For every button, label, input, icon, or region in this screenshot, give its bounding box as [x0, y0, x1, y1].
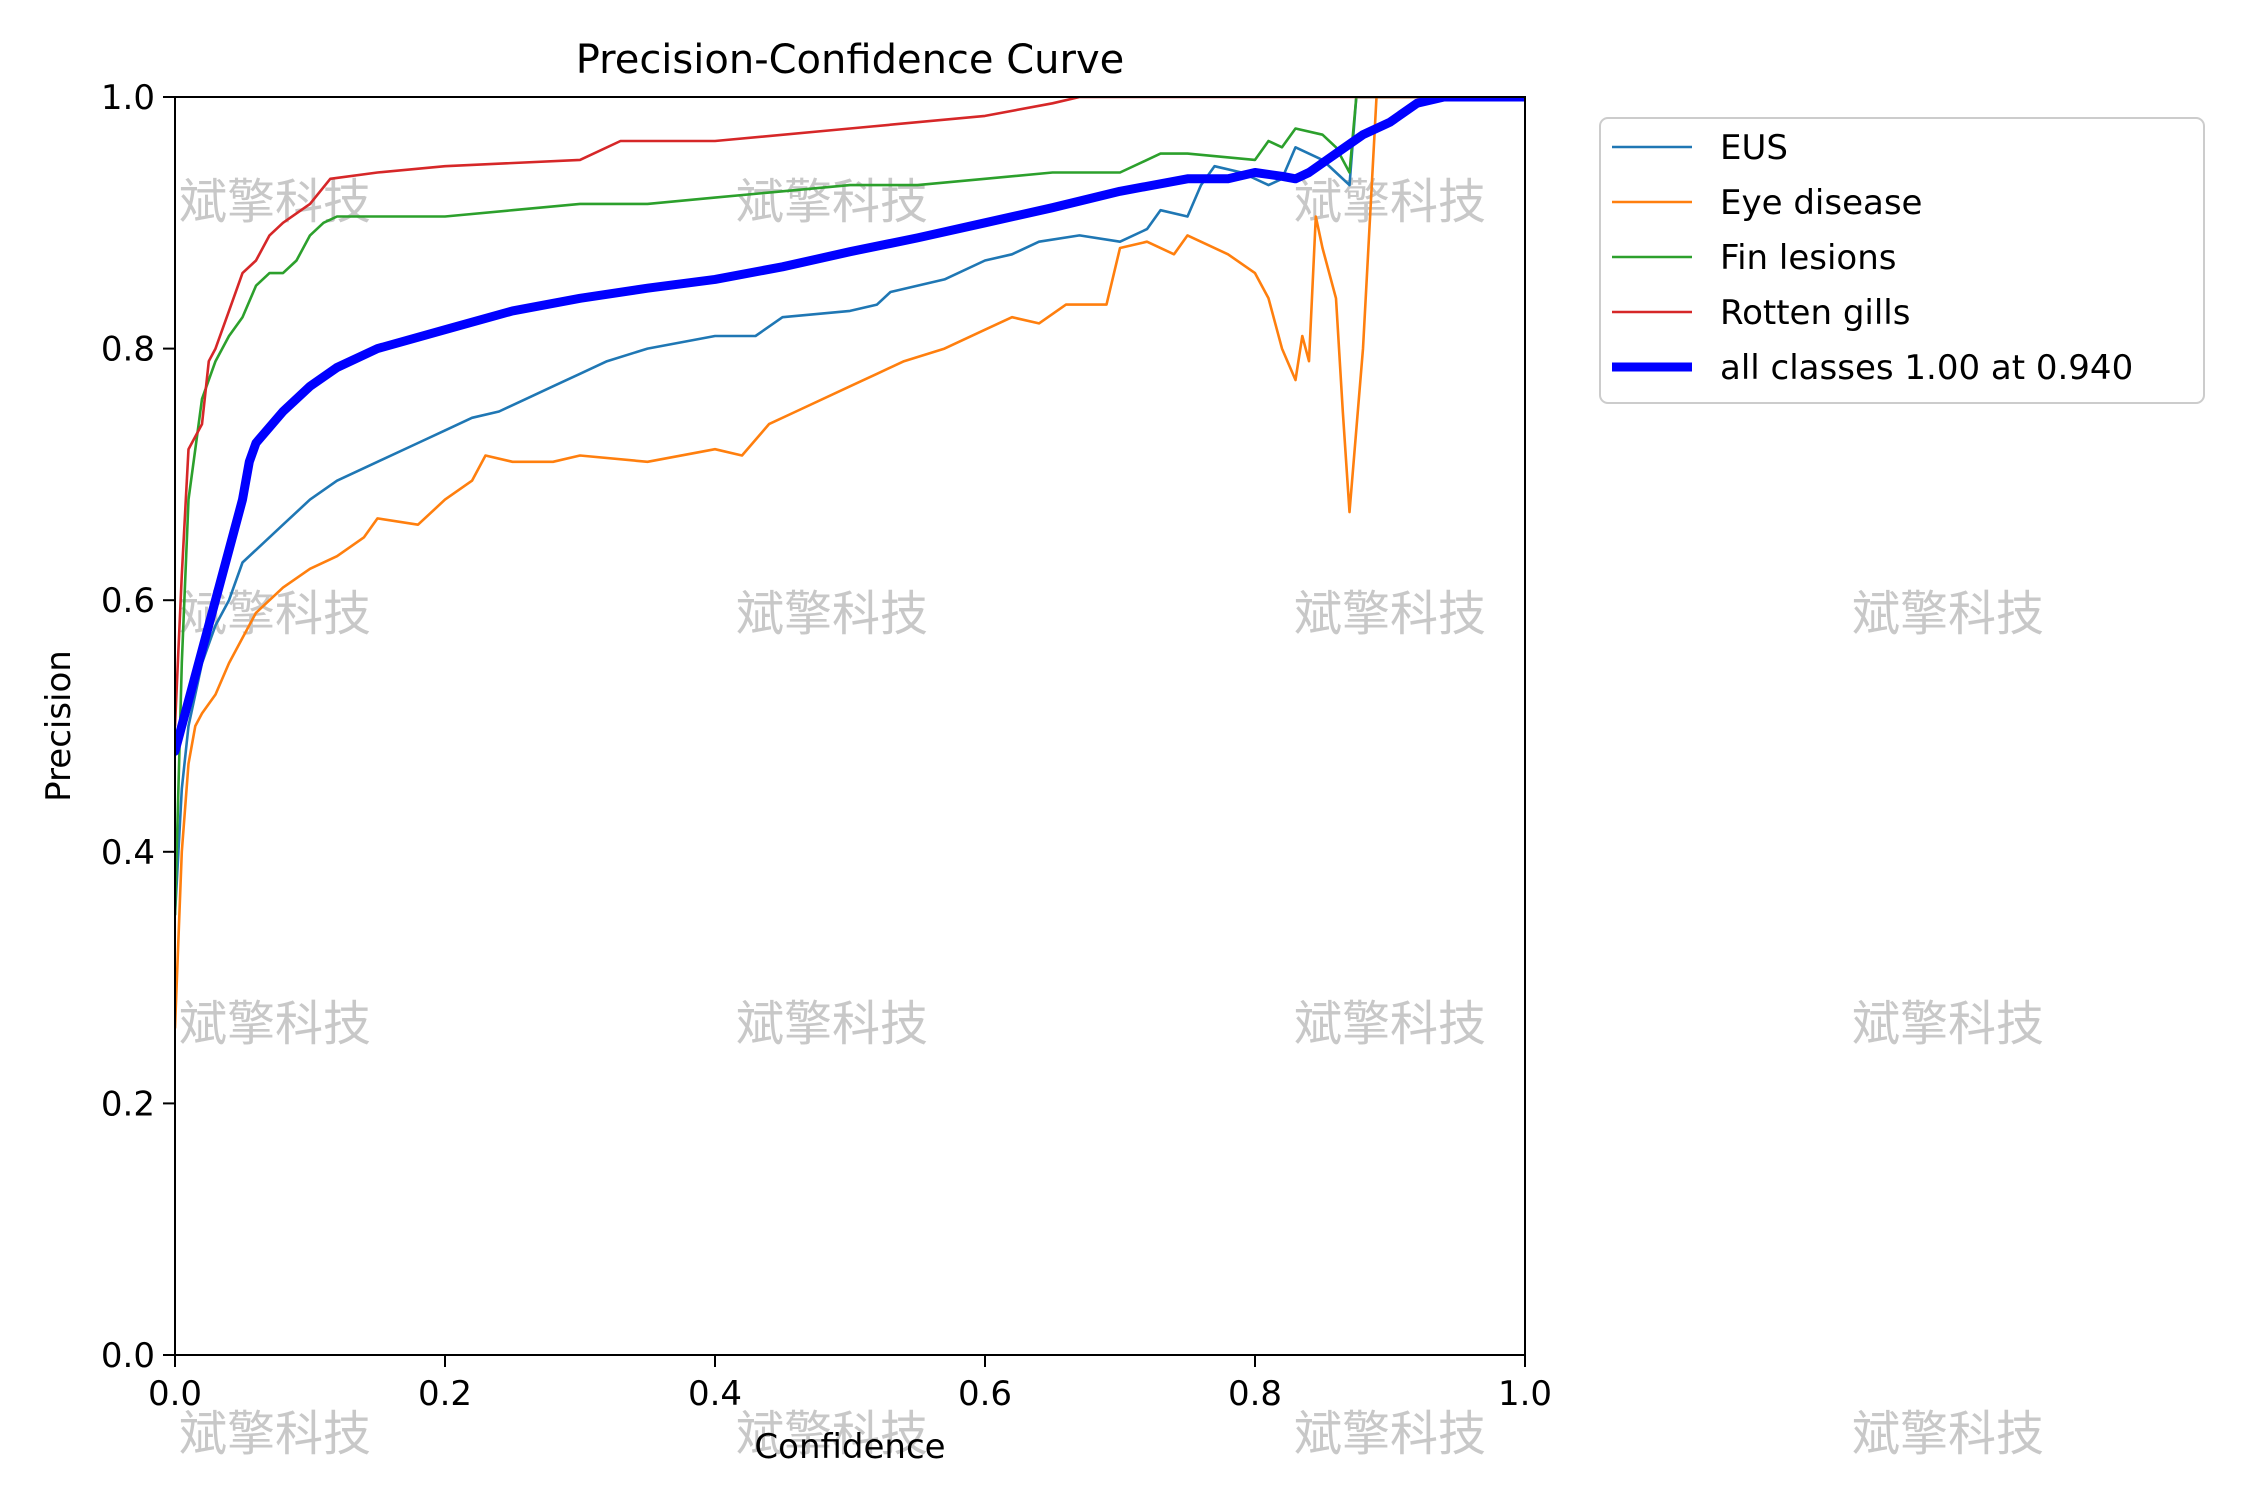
watermark-2-2: 斌擎科技: [1294, 996, 1486, 1052]
legend-label-1: Eye disease: [1720, 183, 1922, 223]
y-axis-ticks: 0.0 0.2 0.4 0.6 0.8 1.0: [101, 78, 175, 1376]
series-line-all-classes-1-00-at-0-940: [175, 97, 1525, 756]
x-tick-label-3: 0.6: [958, 1374, 1012, 1414]
plot-frame: [174, 96, 1526, 1356]
watermark-3-2: 斌擎科技: [1294, 1406, 1486, 1462]
legend-label-0: EUS: [1720, 128, 1788, 168]
x-axis-ticks: 0.0 0.2 0.4 0.6 0.8 1.0: [148, 1355, 1552, 1414]
x-tick-label-4: 0.8: [1228, 1374, 1282, 1414]
watermark-0-2: 斌擎科技: [1294, 174, 1486, 230]
y-tick-label-5: 1.0: [101, 78, 155, 118]
watermark-2-3: 斌擎科技: [1852, 996, 2044, 1052]
series-line-rotten-gills: [175, 97, 1525, 728]
watermark-0-0: 斌擎科技: [179, 174, 371, 230]
y-axis-label: Precision: [39, 650, 79, 802]
watermark-1-3: 斌擎科技: [1852, 586, 2044, 642]
legend: EUS Eye disease Fin lesions Rotten gills all…: [1599, 117, 2205, 404]
series-layer: [175, 97, 1525, 1030]
legend-label-4: all classes 1.00 at 0.940: [1720, 348, 2133, 388]
legend-box: [1599, 117, 2205, 404]
watermark-3-1: 斌擎科技: [736, 1406, 928, 1462]
x-axis-label: Confidence: [754, 1427, 945, 1467]
x-tick-label-5: 1.0: [1498, 1374, 1552, 1414]
x-tick-label-0: 0.0: [148, 1374, 202, 1414]
series-line-fin-lesions: [175, 97, 1525, 916]
y-tick-label-3: 0.6: [101, 581, 155, 621]
y-tick-label-2: 0.4: [101, 833, 155, 873]
series-line-eye-disease: [175, 97, 1525, 1030]
watermark-2-1: 斌擎科技: [736, 996, 928, 1052]
x-tick-label-2: 0.4: [688, 1374, 742, 1414]
legend-label-2: Fin lesions: [1720, 238, 1896, 278]
watermark-1-1: 斌擎科技: [736, 586, 928, 642]
chart-title: Precision-Confidence Curve: [576, 37, 1125, 83]
watermark-3-3: 斌擎科技: [1852, 1406, 2044, 1462]
y-tick-label-4: 0.8: [101, 330, 155, 370]
watermark-2-0: 斌擎科技: [179, 996, 371, 1052]
watermark-0-1: 斌擎科技: [736, 174, 928, 230]
watermark-1-2: 斌擎科技: [1294, 586, 1486, 642]
legend-label-3: Rotten gills: [1720, 293, 1910, 333]
watermark-3-0: 斌擎科技: [179, 1406, 371, 1462]
x-tick-label-1: 0.2: [418, 1374, 472, 1414]
y-tick-label-1: 0.2: [101, 1084, 155, 1124]
y-tick-label-0: 0.0: [101, 1336, 155, 1376]
